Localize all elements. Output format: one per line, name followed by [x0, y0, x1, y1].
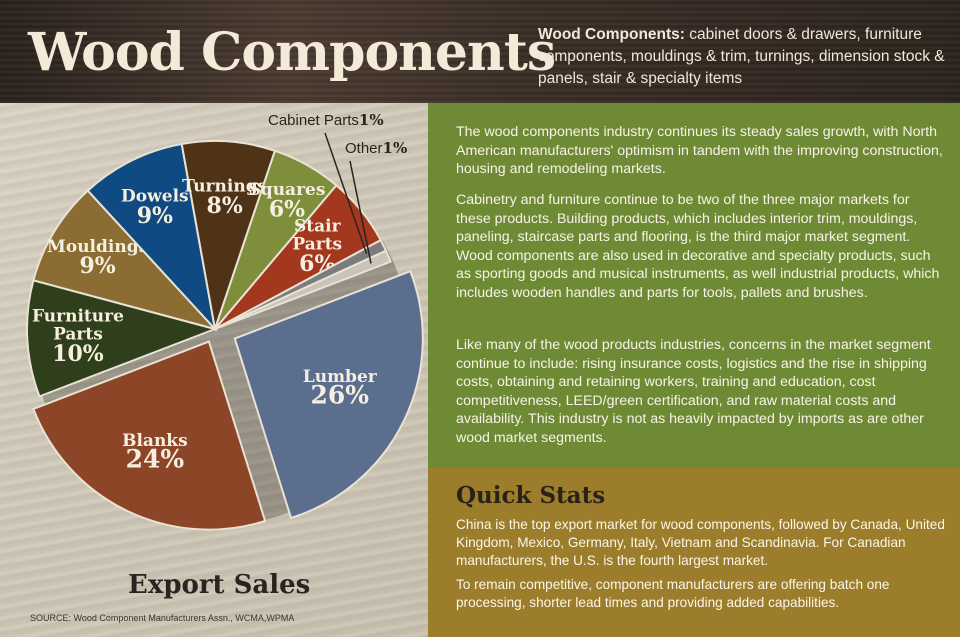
info-paragraph-1: The wood components industry continues i… [456, 124, 943, 177]
slice-label-lumber: Lumber [303, 367, 378, 387]
subtitle-text: cabinet doors & drawers, furniture compo… [538, 26, 945, 87]
slice-label-turnings: Turnings [182, 177, 267, 197]
slice-value-squares: 6% [269, 196, 305, 222]
slice-label-stair-parts-line-1: Stair [294, 217, 342, 237]
slice-value-dowels: 9% [137, 203, 173, 229]
subtitle-lead: Wood Components: [538, 26, 685, 43]
slice-label-squares: Squares [249, 180, 326, 200]
slice-label-mouldings: Mouldings [47, 237, 148, 257]
header-banner [0, 0, 960, 103]
slice-label-blanks: Blanks [122, 431, 188, 451]
quick-stats-paragraph-2: To remain competitive, component manufac… [456, 577, 890, 610]
slice-value-turnings: 8% [207, 193, 243, 219]
pie-slice-mouldings [32, 189, 219, 331]
quick-stats-title: Quick Stats [456, 482, 606, 509]
pie-slice-furniture-parts [26, 279, 219, 398]
pie-slice-turnings [180, 140, 277, 330]
pie-slice-dowels [86, 142, 217, 333]
slice-value-cabinet-parts: 1% [359, 111, 384, 129]
pie-slice-lumber [233, 269, 424, 520]
info-paragraph-2: Cabinetry and furniture continue to be t… [456, 192, 940, 301]
pie-chart: Lumber26%Blanks24%FurnitureParts10%Mould… [26, 111, 424, 531]
chart-title: Export Sales [128, 570, 311, 600]
slice-value-lumber: 26% [310, 381, 369, 410]
pie-slice-blanks [32, 340, 267, 531]
page-subtitle: Wood Components: cabinet doors & drawers… [538, 24, 950, 90]
slice-label-dowels: Dowels [121, 187, 189, 207]
slice-label-other: Other [345, 140, 383, 157]
info-panel: The wood components industry continues i… [428, 103, 960, 468]
page-title: Wood Components [28, 22, 556, 83]
slice-value-furniture-parts: 10% [52, 341, 104, 367]
slice-value-mouldings: 9% [80, 253, 116, 279]
quick-stats-paragraph-1: China is the top export market for wood … [456, 517, 945, 568]
leader-line-other [349, 160, 372, 264]
slice-label-furniture-parts-line-2: Parts [53, 325, 103, 345]
slice-label-stair-parts-line-2: Parts [292, 235, 342, 255]
info-paragraph-3: Like many of the wood products industrie… [456, 337, 931, 446]
quick-stats-panel: Quick Stats China is the top export mark… [428, 468, 960, 637]
slice-value-other: 1% [383, 139, 408, 157]
leader-line-cabinet-parts [324, 132, 368, 255]
slice-label-furniture-parts-line-1: Furniture [32, 307, 124, 327]
source-note: SOURCE: Wood Component Manufacturers Ass… [30, 613, 295, 623]
slice-value-blanks: 24% [126, 445, 185, 474]
slice-label-cabinet-parts: Cabinet Parts [268, 112, 359, 129]
pie-slice-other [214, 249, 392, 330]
